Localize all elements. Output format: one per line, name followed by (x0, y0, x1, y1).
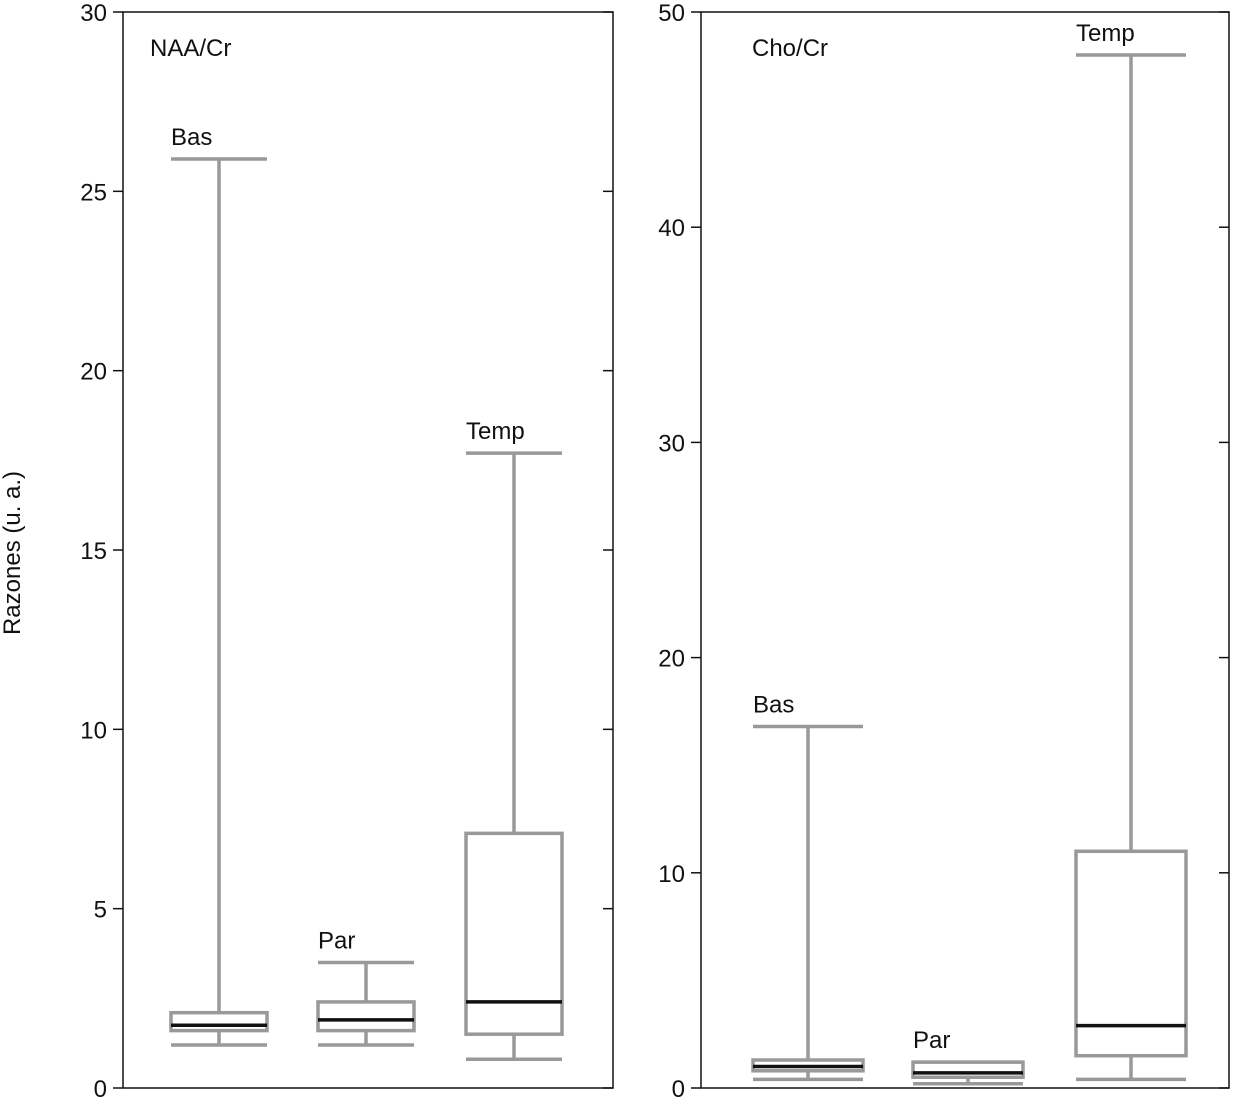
iqr-box (316, 1000, 416, 1033)
y-tick-label: 20 (658, 646, 685, 673)
box-bas: Bas (751, 691, 865, 1082)
panel-1: 0 5 10 15 20 25 30 NAA/Cr Bas Par Temp (80, 0, 614, 1100)
panel-title: NAA/Cr (150, 35, 231, 62)
y-tick-label: 0 (94, 1076, 107, 1100)
group-label: Par (318, 927, 355, 954)
iqr-box (1074, 849, 1188, 1058)
box-temp: Temp (1074, 20, 1188, 1082)
iqr-box (911, 1060, 1025, 1079)
iqr-box (169, 1010, 269, 1033)
y-tick-label: 10 (658, 861, 685, 888)
iqr-box (464, 831, 564, 1036)
y-tick-label: 0 (672, 1076, 685, 1100)
group-label: Temp (466, 418, 525, 445)
box-bas: Bas (169, 124, 269, 1047)
group-label: Par (913, 1027, 950, 1054)
y-tick-label: 30 (80, 0, 107, 27)
group-label: Temp (1076, 20, 1135, 47)
box-par: Par (911, 1027, 1025, 1086)
panel-2: 0 10 20 30 40 50 Cho/Cr Bas Par Temp (658, 0, 1230, 1100)
panels: 0 5 10 15 20 25 30 NAA/Cr Bas Par Temp 0 10 20 30 40 50 C… (80, 0, 1230, 1100)
y-tick-label: 30 (658, 430, 685, 457)
y-tick-label: 25 (80, 179, 107, 206)
box-par: Par (316, 927, 416, 1047)
box-temp: Temp (464, 418, 564, 1062)
y-tick-label: 50 (658, 0, 685, 27)
group-label: Bas (171, 124, 212, 151)
panel-title: Cho/Cr (752, 35, 828, 62)
plot-frame (700, 11, 1230, 1089)
y-axis-label: Razones (u. a.) (0, 471, 26, 635)
y-tick-label: 5 (94, 897, 107, 924)
y-tick-label: 10 (80, 717, 107, 744)
y-tick-label: 15 (80, 538, 107, 565)
y-tick-label: 20 (80, 359, 107, 386)
y-tick-label: 40 (658, 215, 685, 242)
group-label: Bas (753, 691, 794, 718)
